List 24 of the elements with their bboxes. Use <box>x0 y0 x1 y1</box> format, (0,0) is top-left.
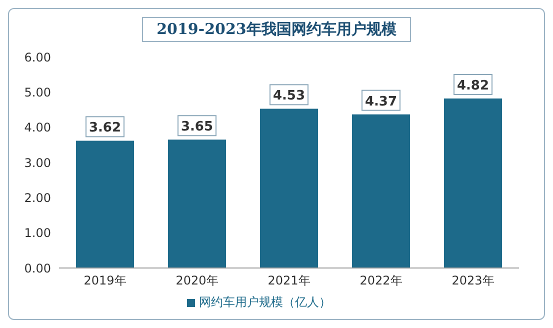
chart-title: 2019-2023年我国网约车用户规模 <box>142 17 412 42</box>
x-tick-label: 2023年 <box>452 274 494 288</box>
bar <box>260 108 318 268</box>
data-label: 3.62 <box>88 120 122 136</box>
bar <box>76 140 134 268</box>
y-tick-label: 4.00 <box>24 120 51 135</box>
x-tick-label: 2020年 <box>176 274 218 288</box>
bar <box>352 114 410 268</box>
data-label: 4.82 <box>456 78 490 94</box>
y-tick-label: 0.00 <box>24 261 51 276</box>
y-tick-label: 1.00 <box>24 226 51 240</box>
y-tick-label: 6.00 <box>24 50 51 64</box>
y-tick-label: 5.00 <box>24 85 51 100</box>
x-tick-label: 2021年 <box>268 274 310 288</box>
bar <box>444 98 502 268</box>
y-tick-label: 3.00 <box>24 156 51 170</box>
y-tick-label: 2.00 <box>24 190 51 205</box>
data-label: 4.37 <box>364 94 398 110</box>
data-label: 4.53 <box>272 88 306 104</box>
x-tick-label: 2022年 <box>360 274 402 288</box>
legend-label: 网约车用户规模（亿人） <box>199 295 331 309</box>
bar <box>168 140 226 268</box>
data-label: 3.65 <box>180 120 214 135</box>
x-tick-label: 2019年 <box>84 274 126 288</box>
